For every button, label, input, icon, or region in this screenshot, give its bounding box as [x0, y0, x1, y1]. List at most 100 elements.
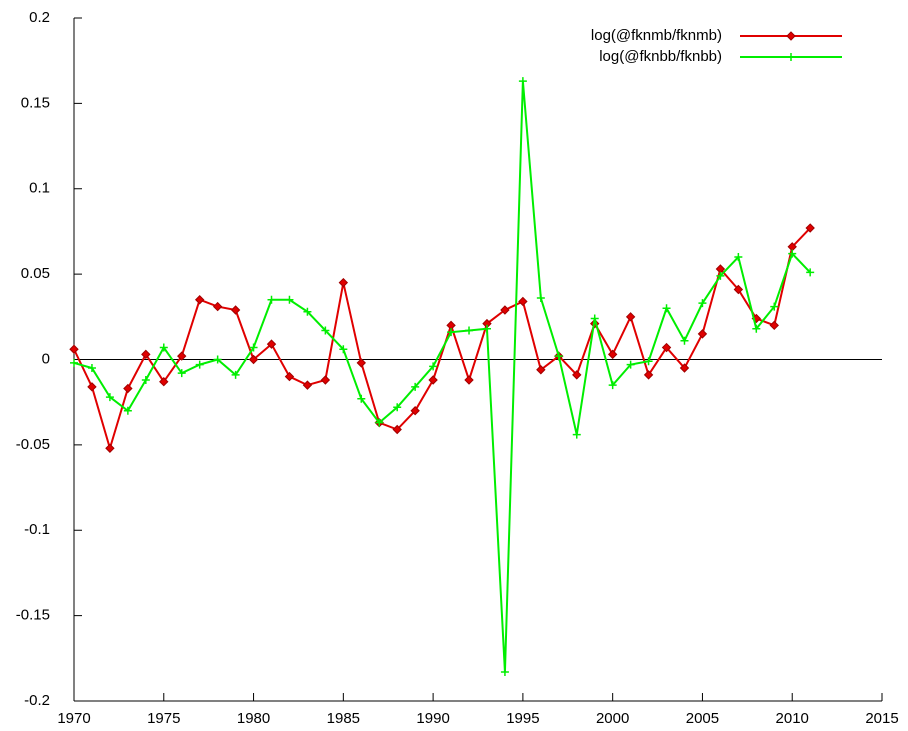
marker: [500, 305, 510, 315]
marker: [87, 364, 96, 373]
marker: [572, 430, 581, 439]
y-tick-label: 0.15: [21, 94, 50, 111]
marker: [123, 406, 132, 415]
marker: [679, 363, 690, 373]
marker: [213, 355, 222, 364]
marker: [357, 394, 366, 403]
marker: [212, 301, 223, 312]
marker: [769, 320, 779, 331]
marker: [320, 375, 331, 385]
marker: [716, 271, 725, 280]
marker: [285, 295, 294, 304]
marker: [266, 339, 277, 349]
y-tick-label: 0.1: [29, 180, 50, 197]
marker: [159, 343, 168, 352]
marker: [194, 295, 205, 305]
marker: [643, 370, 654, 380]
marker: [123, 383, 133, 394]
marker: [607, 349, 618, 360]
marker: [536, 294, 545, 303]
marker: [159, 376, 169, 387]
marker: [590, 314, 599, 323]
marker: [87, 382, 97, 392]
x-tick-label: 1975: [147, 710, 180, 727]
x-tick-label: 2000: [596, 710, 629, 727]
y-tick-label: 0: [42, 350, 50, 367]
marker: [249, 343, 258, 352]
marker: [429, 362, 438, 371]
marker: [321, 326, 330, 335]
marker: [518, 296, 528, 307]
marker: [661, 342, 672, 353]
x-tick-label: 2015: [865, 710, 898, 727]
marker: [338, 277, 349, 288]
marker: [734, 253, 743, 262]
marker: [465, 326, 474, 335]
marker: [69, 344, 79, 354]
x-tick-label: 1980: [237, 710, 270, 727]
marker: [572, 370, 582, 380]
marker: [482, 324, 491, 333]
marker: [410, 406, 420, 416]
marker: [698, 299, 707, 308]
marker: [536, 365, 546, 375]
marker: [625, 312, 636, 322]
marker: [284, 371, 295, 382]
marker: [805, 223, 815, 233]
marker: [447, 328, 456, 337]
marker: [697, 329, 708, 339]
marker: [733, 284, 744, 295]
marker: [500, 667, 509, 676]
marker: [195, 360, 204, 369]
legend-label: log(@fknbb/fknbb): [599, 48, 722, 65]
legend-label: log(@fknmb/fknmb): [591, 27, 722, 44]
y-tick-label: 0.05: [21, 265, 50, 282]
marker: [626, 360, 635, 369]
x-tick-label: 2005: [686, 710, 719, 727]
marker: [608, 381, 617, 390]
marker: [752, 324, 761, 333]
marker: [177, 351, 187, 361]
marker: [411, 382, 420, 391]
marker: [788, 249, 797, 258]
series-line: [73, 227, 811, 452]
marker: [806, 268, 815, 277]
marker: [267, 295, 276, 304]
marker: [464, 375, 474, 385]
marker: [141, 375, 150, 384]
legend-marker: [786, 31, 796, 41]
x-tick-label: 2010: [776, 710, 809, 727]
marker: [393, 403, 402, 412]
series-line: [73, 81, 811, 673]
marker: [644, 357, 653, 366]
marker: [770, 302, 779, 311]
marker: [248, 354, 259, 365]
marker: [231, 370, 240, 379]
marker: [375, 418, 384, 427]
marker: [446, 320, 456, 331]
marker: [302, 380, 313, 390]
marker: [303, 307, 312, 316]
x-tick-label: 1990: [416, 710, 449, 727]
marker: [518, 77, 527, 86]
marker: [105, 393, 114, 402]
marker: [428, 375, 438, 385]
marker: [70, 358, 78, 367]
marker: [554, 352, 563, 361]
marker: [177, 369, 186, 378]
marker: [141, 349, 151, 360]
x-tick-label: 1970: [57, 710, 90, 727]
y-tick-label: -0.15: [16, 607, 50, 624]
x-tick-label: 1995: [506, 710, 539, 727]
marker: [392, 424, 402, 435]
marker: [230, 305, 241, 315]
marker: [662, 304, 671, 313]
y-tick-label: 0.2: [29, 9, 50, 26]
legend-marker: [787, 53, 795, 61]
x-tick-label: 1985: [327, 710, 360, 727]
y-tick-label: -0.1: [24, 521, 50, 538]
marker: [339, 345, 348, 354]
marker: [680, 336, 689, 345]
y-tick-label: -0.2: [24, 692, 50, 709]
